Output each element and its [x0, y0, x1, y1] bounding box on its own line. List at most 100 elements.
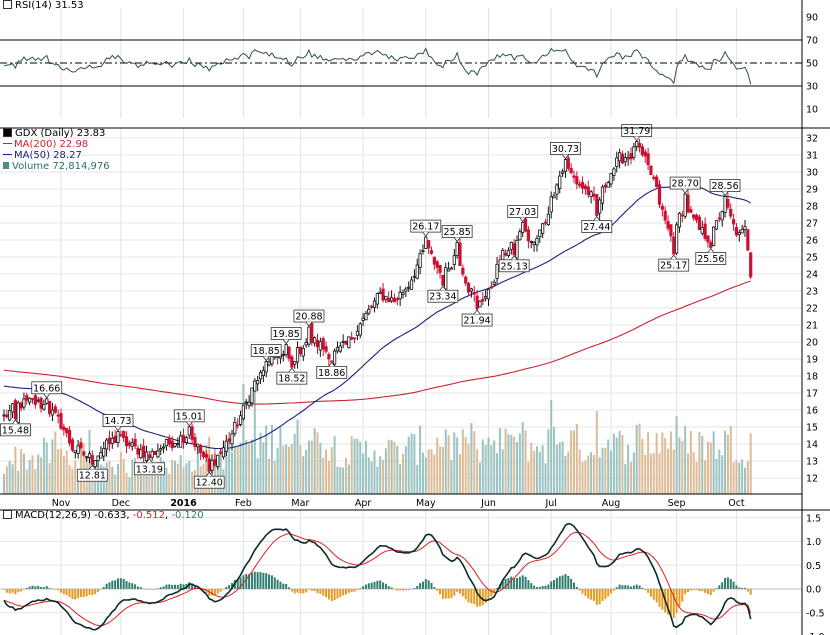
volume-bar	[333, 436, 336, 494]
macd-histogram-bar	[11, 589, 14, 593]
macd-histogram-bar	[259, 572, 262, 589]
volume-bar	[687, 453, 689, 494]
macd-histogram-bar	[108, 582, 111, 589]
volume-bar	[302, 456, 305, 494]
macd-histogram-bar	[712, 589, 715, 592]
macd-histogram-bar	[564, 574, 567, 589]
volume-bar	[535, 446, 538, 494]
volume-bar	[450, 460, 453, 494]
macd-histogram-bar	[376, 580, 379, 589]
macd-histogram-bar	[305, 589, 308, 593]
candle-body	[164, 438, 169, 447]
volume-bar	[248, 443, 251, 494]
candle-body	[580, 182, 585, 189]
macd-histogram-bar	[644, 589, 647, 590]
candle-body	[503, 252, 508, 256]
macd-histogram-bar	[28, 586, 31, 589]
candle-body	[144, 451, 149, 462]
volume-bar	[498, 428, 501, 494]
macd-histogram-bar	[570, 578, 573, 589]
volume-bar	[507, 434, 510, 494]
macd-histogram-bar	[732, 581, 735, 589]
macd-histogram-bar	[544, 585, 547, 589]
macd-histogram-bar	[384, 583, 387, 589]
macd-histogram-bar	[31, 585, 34, 589]
volume-bar	[746, 461, 749, 494]
volume-bar	[11, 464, 14, 494]
volume-bar	[513, 436, 516, 494]
candle-body	[90, 455, 94, 465]
candle-body	[341, 341, 345, 343]
volume-bar	[459, 454, 461, 494]
volume-bar	[185, 463, 188, 494]
volume-bar	[273, 460, 276, 494]
candle-body	[523, 218, 528, 232]
volume-bar	[396, 446, 399, 494]
candle-body	[472, 291, 476, 295]
price-tick-label: 12	[806, 474, 818, 485]
volume-bar	[410, 433, 413, 494]
volume-bar	[239, 442, 242, 494]
volume-bar	[148, 467, 151, 494]
volume-bar	[601, 447, 604, 494]
candle-body	[127, 442, 131, 446]
volume-bar	[313, 428, 316, 494]
macd-histogram-bar	[296, 589, 299, 593]
volume-bar	[376, 466, 379, 494]
candle-body	[538, 229, 542, 238]
candle-body	[384, 295, 388, 300]
price-annotation: 18.85	[250, 344, 282, 362]
volume-bar	[142, 461, 145, 494]
volume-bar	[669, 431, 672, 494]
macd-histogram-bar	[37, 585, 40, 589]
volume-bar	[718, 449, 721, 494]
macd-histogram-bar	[242, 575, 245, 589]
volume-bar	[419, 425, 422, 494]
volume-bar	[125, 472, 128, 494]
candle-body	[210, 459, 214, 471]
candle-body	[387, 297, 391, 303]
candle-body	[566, 157, 570, 169]
price-legend: GDX (Daily) 23.83 MA(200) 22.98 MA(50) 2…	[3, 128, 110, 172]
macd-histogram-bar	[310, 589, 313, 591]
volume-bar	[236, 446, 239, 494]
volume-bar	[550, 400, 553, 494]
candle-body	[133, 438, 137, 447]
candle-body	[549, 196, 553, 213]
macd-histogram-bar	[561, 575, 564, 589]
macd-histogram-bar	[268, 574, 271, 589]
candle-body	[669, 224, 673, 237]
volume-bar	[390, 440, 393, 494]
annotation-label: 18.85	[253, 346, 280, 357]
macd-histogram-bar	[191, 583, 194, 589]
candle-body	[42, 404, 46, 410]
macd-histogram-bar	[464, 589, 467, 600]
volume-bar	[527, 461, 530, 494]
candle-body	[401, 292, 405, 296]
candle-body	[22, 398, 26, 408]
volume-bar	[231, 452, 233, 494]
x-axis-tick-label: Feb	[235, 498, 252, 509]
volume-bar	[182, 467, 185, 494]
candle-body	[65, 428, 69, 434]
volume-bar	[356, 438, 359, 494]
macd-histogram-bar	[416, 585, 419, 589]
candle-body	[173, 443, 177, 447]
macd-histogram-bar	[675, 589, 678, 614]
volume-bar	[305, 449, 308, 494]
price-tick-label: 20	[806, 338, 818, 349]
price-annotation: 18.86	[316, 361, 348, 379]
candle-body	[737, 232, 741, 236]
candle-body	[50, 409, 55, 416]
volume-bar	[487, 437, 490, 494]
volume-bar	[196, 444, 199, 494]
volume-bar	[564, 455, 567, 494]
candle-body	[720, 211, 724, 221]
macd-histogram-bar	[518, 576, 521, 589]
candle-body	[179, 435, 183, 448]
volume-bar	[416, 464, 419, 494]
volume-bar	[439, 446, 442, 494]
volume-bar	[530, 442, 533, 494]
volume-bar	[675, 416, 678, 494]
